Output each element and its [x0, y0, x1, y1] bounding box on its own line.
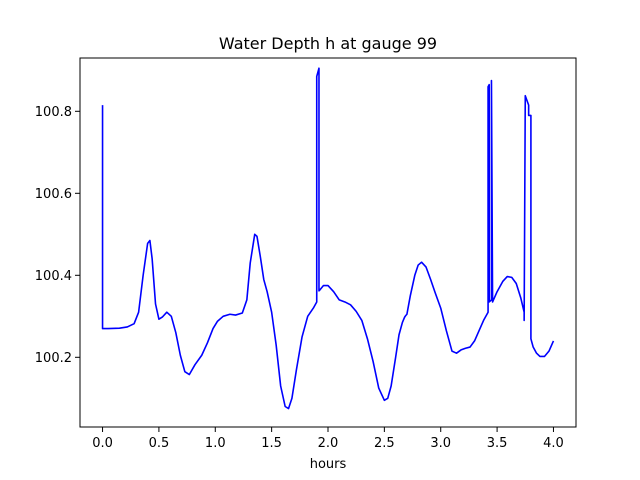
x-tick-label: 2.5 [374, 436, 395, 451]
x-tick-label: 3.5 [487, 436, 508, 451]
x-tick-label: 1.0 [205, 436, 226, 451]
x-tick-label: 4.0 [543, 436, 564, 451]
series-line-0 [101, 67, 555, 410]
x-tick-label: 2.0 [318, 436, 339, 451]
y-tick-label: 100.8 [35, 105, 72, 120]
x-tick-label: 3.0 [430, 436, 451, 451]
y-tick-label: 100.2 [35, 351, 72, 366]
y-ticks: 100.2 100.4 100.6 100.8 [35, 105, 80, 366]
y-tick-label: 100.4 [35, 269, 72, 284]
chart-title: Water Depth h at gauge 99 [219, 34, 437, 53]
y-tick-label: 100.6 [35, 187, 72, 202]
x-tick-label: 0.0 [92, 436, 113, 451]
series-layer [101, 67, 555, 410]
x-ticks: 0.0 0.5 1.0 1.5 2.0 2.5 3.0 3.5 4.0 [92, 427, 564, 451]
x-tick-label: 0.5 [149, 436, 170, 451]
x-tick-label: 1.5 [261, 436, 282, 451]
x-axis-label: hours [310, 457, 347, 472]
